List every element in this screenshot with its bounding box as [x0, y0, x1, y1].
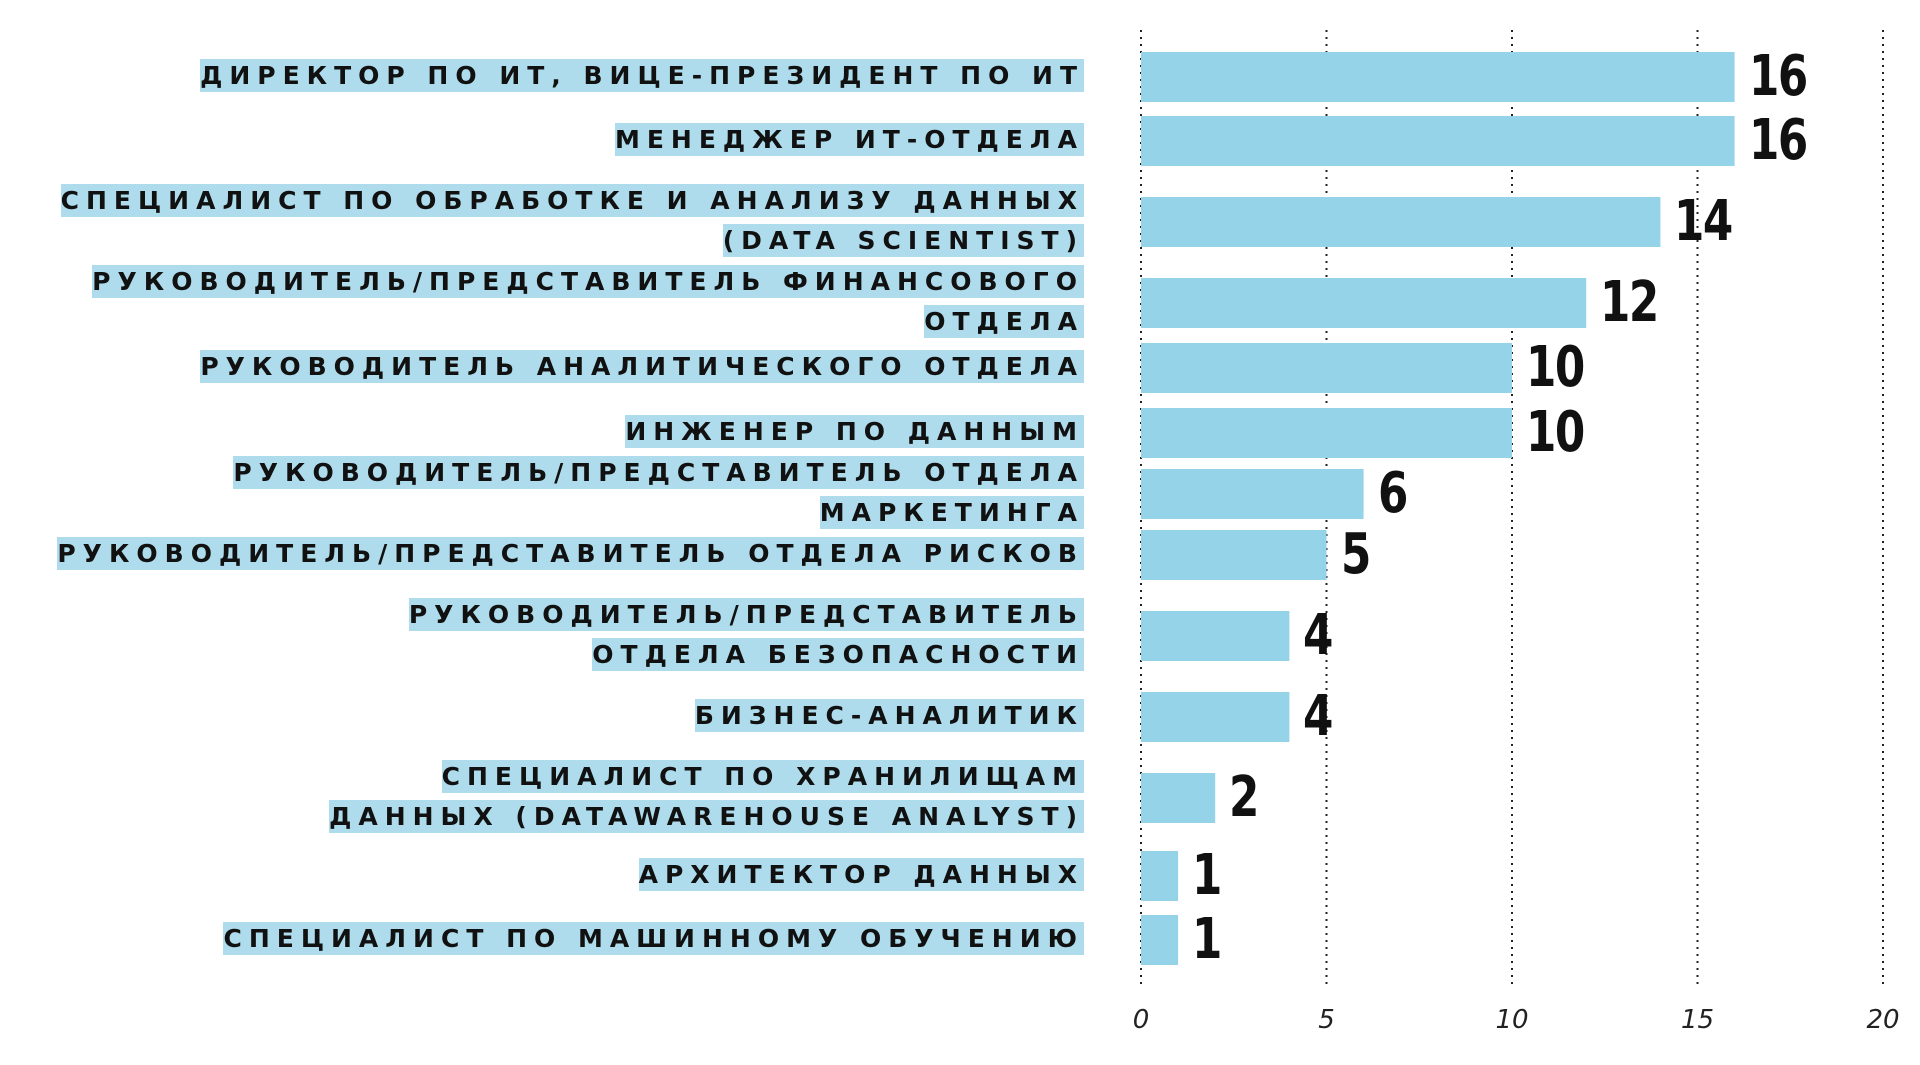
bar-value-label: 1 — [1192, 843, 1222, 908]
category-label-text: Директор по ИТ, вице-президент по ИТ — [200, 59, 1084, 92]
bar — [1141, 469, 1364, 519]
bar — [1141, 851, 1179, 901]
category-label-text: Архитектор данных — [638, 858, 1084, 891]
category-label-text: Менеджер ИТ-отдела — [614, 123, 1084, 156]
bar — [1141, 692, 1290, 742]
bar-value-label: 5 — [1340, 522, 1371, 587]
bar-value-label: 10 — [1526, 335, 1585, 400]
bar-value-label: 16 — [1748, 44, 1808, 109]
category-label: Специалист по хранилищам данных (Datawar… — [324, 758, 1084, 838]
category-label: Инженер по данным — [14, 413, 1084, 453]
bar — [1141, 343, 1512, 393]
bar-value-label: 2 — [1229, 765, 1259, 830]
bar — [1141, 52, 1735, 102]
x-tick-label: 5 — [1318, 1005, 1335, 1035]
x-tick-label: 10 — [1495, 1005, 1529, 1035]
x-tick-label: 0 — [1132, 1005, 1150, 1035]
bar — [1141, 611, 1290, 661]
bar — [1141, 408, 1512, 458]
category-label: Специалист по обработке и анализу данных… — [24, 182, 1084, 262]
category-label: Бизнес-аналитик — [14, 697, 1084, 737]
x-tick-label: 15 — [1680, 1005, 1715, 1035]
bar — [1141, 773, 1216, 823]
category-label-text: Руководитель/представитель финансового о… — [92, 265, 1084, 338]
category-label: Руководитель аналитического отдела — [14, 348, 1084, 388]
category-label: Архитектор данных — [14, 856, 1084, 896]
category-label-text: Бизнес-аналитик — [694, 699, 1084, 732]
bar-value-label: 1 — [1192, 907, 1222, 972]
category-label: Руководитель/представитель финансового о… — [14, 263, 1084, 343]
bar — [1141, 915, 1179, 965]
bar-value-label: 14 — [1674, 189, 1733, 254]
bar — [1141, 530, 1327, 580]
category-label-text: Руководитель аналитического отдела — [200, 350, 1084, 383]
bar-value-label: 4 — [1303, 603, 1333, 668]
bar — [1141, 197, 1661, 247]
category-label: Специалист по машинному обучению — [14, 920, 1084, 960]
bar-value-label: 10 — [1526, 400, 1585, 465]
x-tick-label: 20 — [1866, 1005, 1900, 1035]
category-label-text: Специалист по обработке и анализу данных… — [60, 184, 1084, 257]
category-label: Руководитель/представитель отдела рисков — [14, 535, 1084, 575]
bar-value-label: 4 — [1303, 684, 1333, 749]
bar-value-label: 6 — [1377, 461, 1408, 526]
category-label-text: Специалист по машинному обучению — [223, 922, 1084, 955]
category-label: Директор по ИТ, вице-президент по ИТ — [14, 57, 1084, 97]
bar-value-label: 12 — [1600, 270, 1659, 335]
category-label-text: Руководитель/представитель отдела рисков — [57, 537, 1084, 570]
category-label: Руководитель/представитель отдела безопа… — [304, 596, 1084, 676]
category-label-text: Руководитель/представитель отдела маркет… — [233, 456, 1084, 529]
bar — [1141, 278, 1587, 328]
category-label-text: Инженер по данным — [625, 415, 1084, 448]
category-label-text: Специалист по хранилищам данных (Datawar… — [329, 760, 1084, 833]
category-label-text: Руководитель/представитель отдела безопа… — [408, 598, 1084, 671]
bar — [1141, 116, 1735, 166]
bar-value-label: 16 — [1748, 108, 1808, 173]
category-label: Руководитель/представитель отдела маркет… — [14, 454, 1084, 534]
category-label: Менеджер ИТ-отдела — [14, 121, 1084, 161]
